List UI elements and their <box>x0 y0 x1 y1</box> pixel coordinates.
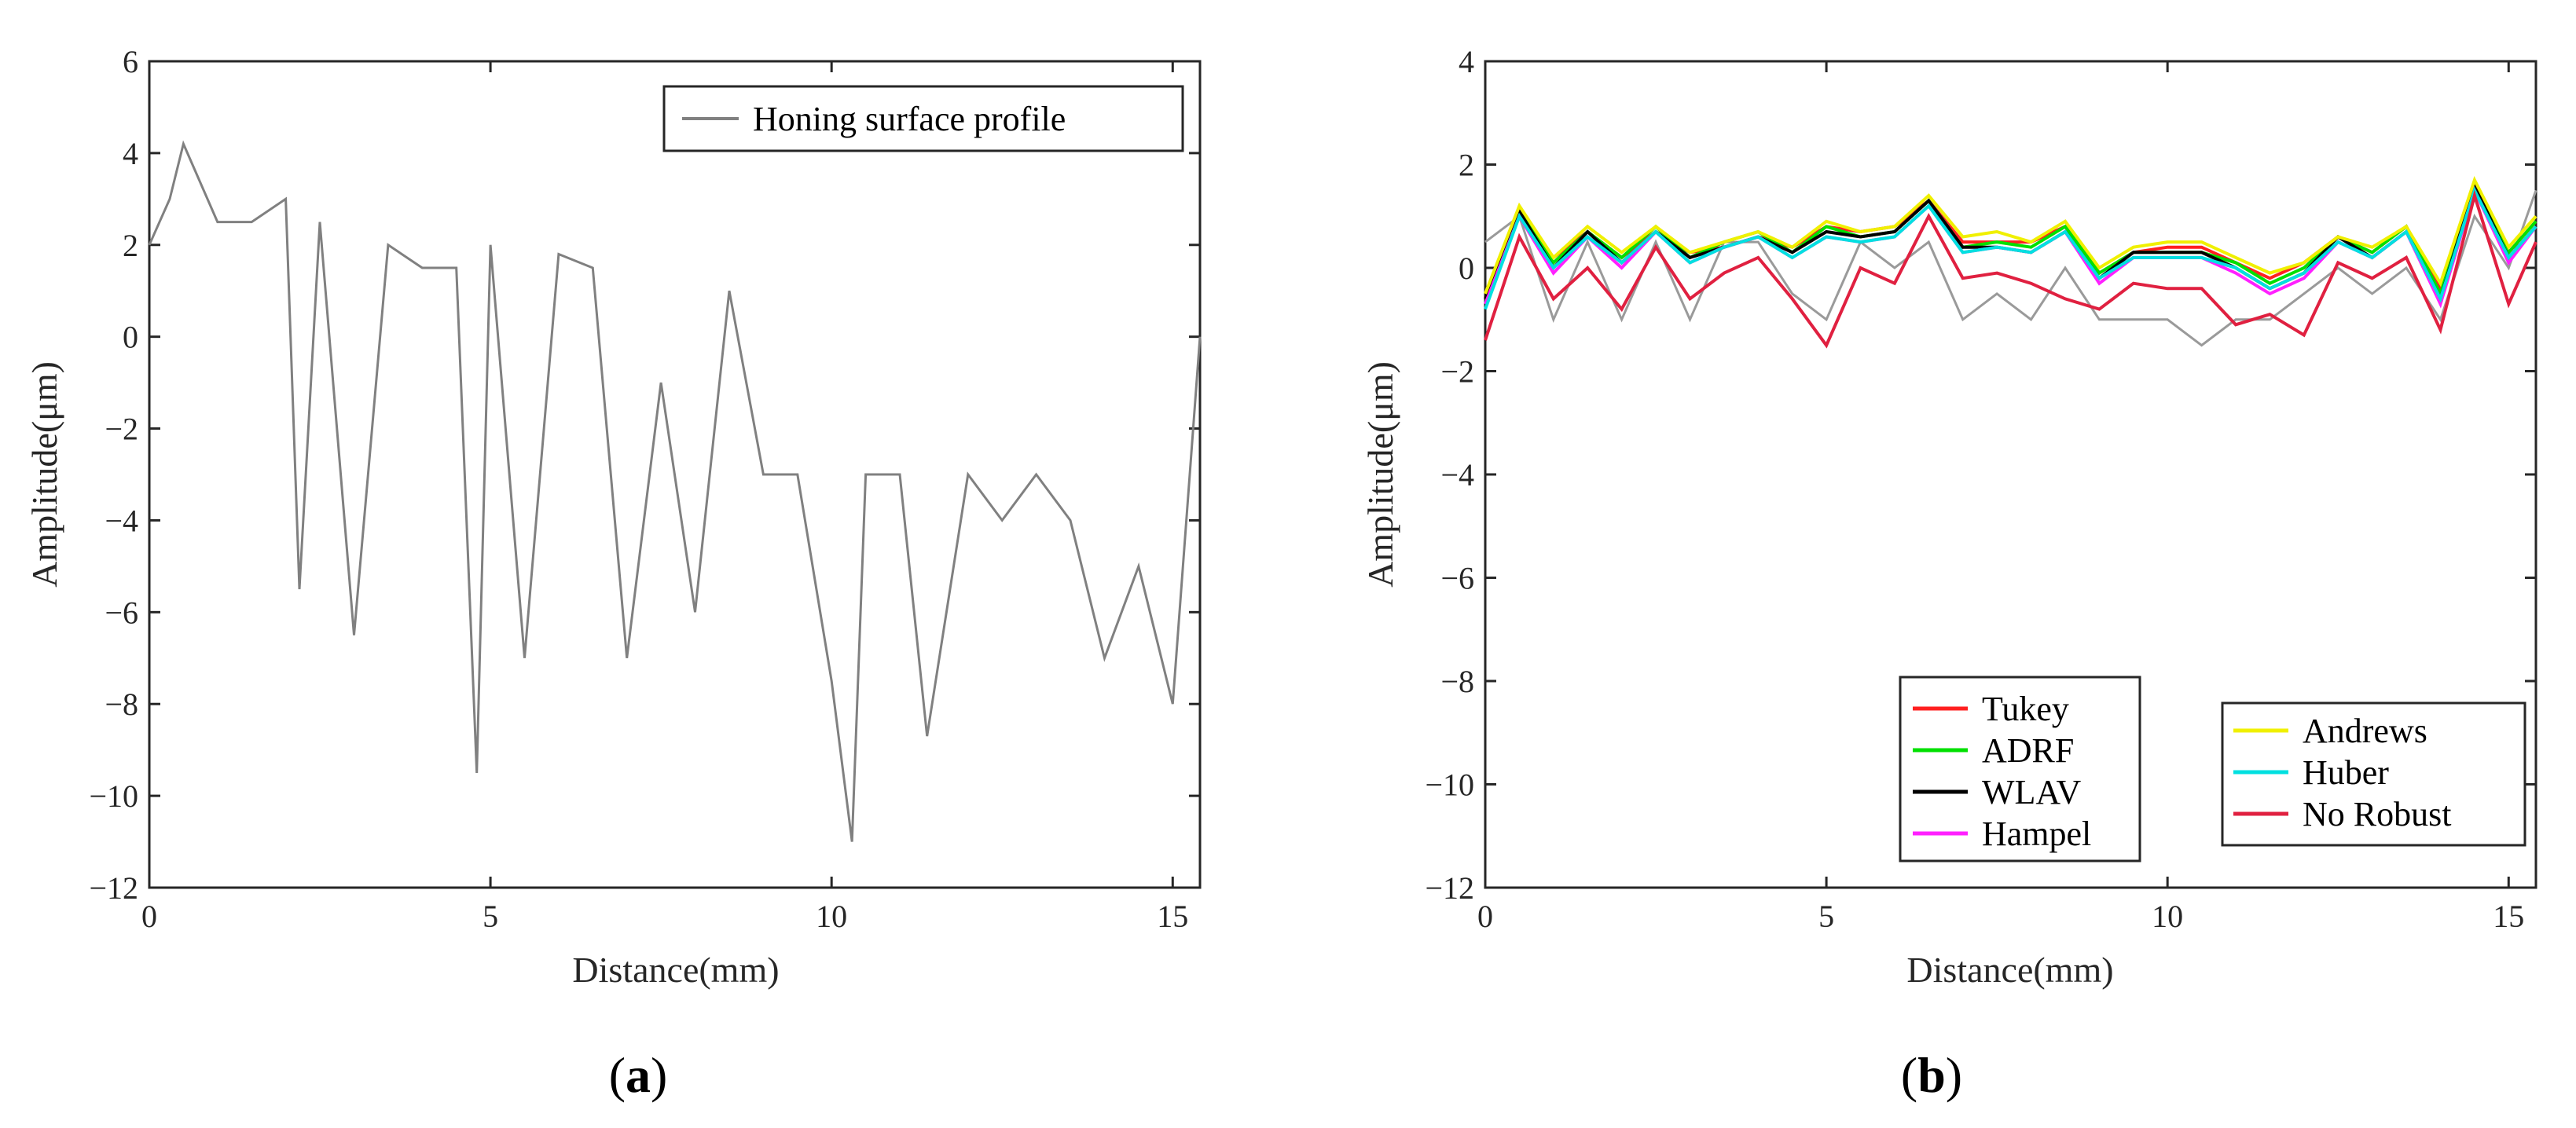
b-xtick-label: 15 <box>2493 899 2524 934</box>
legend-label-adrf: ADRF <box>1982 731 2074 770</box>
b-ytick-label: −6 <box>1440 561 1474 596</box>
b-ytick-label: −4 <box>1440 457 1474 493</box>
b-xtick-label: 5 <box>1818 899 1834 934</box>
a-ytick-label: −10 <box>89 778 138 814</box>
chart-b-tick-marks <box>1484 60 2536 889</box>
b-xtick-label: 0 <box>1477 899 1493 934</box>
a-ytick-label: −12 <box>89 870 138 906</box>
a-ytick-label: −8 <box>105 687 138 722</box>
b-ytick-label: −2 <box>1440 354 1474 390</box>
b-ytick-label: 4 <box>1459 44 1474 79</box>
chart-a-y-tick-labels: 6 4 2 0 −2 −4 −6 −8 −10 −12 <box>89 44 138 906</box>
legend-label-tukey: Tukey <box>1982 690 2069 728</box>
b-xtick-label: 10 <box>2152 899 2183 934</box>
a-ytick-label: 2 <box>123 228 138 263</box>
chart-b: 4 2 0 −2 −4 −6 −8 −10 −12 0 5 10 15 Distance(mm) Am… <box>1360 44 2537 1103</box>
legend-label-andrews: Andrews <box>2303 712 2427 750</box>
chart-b-series-no-robust <box>1484 189 2537 349</box>
a-xtick-label: 0 <box>141 899 157 934</box>
legend-label-wlav: WLAV <box>1982 773 2082 811</box>
a-ytick-label: −4 <box>105 503 138 538</box>
a-xtick-label: 15 <box>1157 899 1188 934</box>
chart-a-x-tick-labels: 0 5 10 15 <box>141 899 1188 934</box>
chart-a-panel-label: (a) <box>609 1047 668 1103</box>
b-ytick-label: −12 <box>1425 870 1474 906</box>
chart-b-series-andrews <box>1484 176 2537 295</box>
chart-b-x-tick-labels: 0 5 10 15 <box>1477 899 2524 934</box>
b-ytick-label: −10 <box>1425 767 1474 803</box>
a-xtick-label: 5 <box>483 899 498 934</box>
chart-a-ylabel: Amplitude(μm) <box>24 361 64 588</box>
chart-b-series-huber <box>1484 186 2537 310</box>
a-ytick-label: −2 <box>105 412 138 447</box>
chart-b-xlabel: Distance(mm) <box>1906 950 2113 990</box>
a-ytick-label: −6 <box>105 595 138 630</box>
chart-b-ylabel: Amplitude(μm) <box>1360 361 1400 588</box>
chart-a: 6 4 2 0 −2 −4 −6 −8 −10 −12 0 5 10 15 Distance(mm) A… <box>24 44 1202 1103</box>
legend-label-hampel: Hampel <box>1982 815 2091 853</box>
legend-label-no-robust: No Robust <box>2303 795 2451 833</box>
chart-a-series-honing-profile <box>148 140 1202 842</box>
chart-b-y-tick-labels: 4 2 0 −2 −4 −6 −8 −10 −12 <box>1425 44 1474 906</box>
a-ytick-label: 0 <box>123 320 138 355</box>
chart-b-series-group <box>1484 176 2537 349</box>
chart-a-tick-marks <box>148 60 1200 889</box>
b-ytick-label: −8 <box>1440 664 1474 699</box>
chart-a-xlabel: Distance(mm) <box>572 950 779 990</box>
chart-a-legend-label: Honing surface profile <box>753 100 1066 138</box>
chart-a-legend: Honing surface profile <box>662 85 1184 152</box>
a-ytick-label: 4 <box>123 136 138 171</box>
b-ytick-label: 2 <box>1459 148 1474 183</box>
chart-b-panel-label: (b) <box>1901 1047 1962 1103</box>
a-ytick-label: 6 <box>123 44 138 79</box>
a-xtick-label: 10 <box>816 899 847 934</box>
legend-label-huber: Huber <box>2303 753 2389 792</box>
chart-a-legend-box <box>662 85 1184 152</box>
b-ytick-label: 0 <box>1459 251 1474 286</box>
